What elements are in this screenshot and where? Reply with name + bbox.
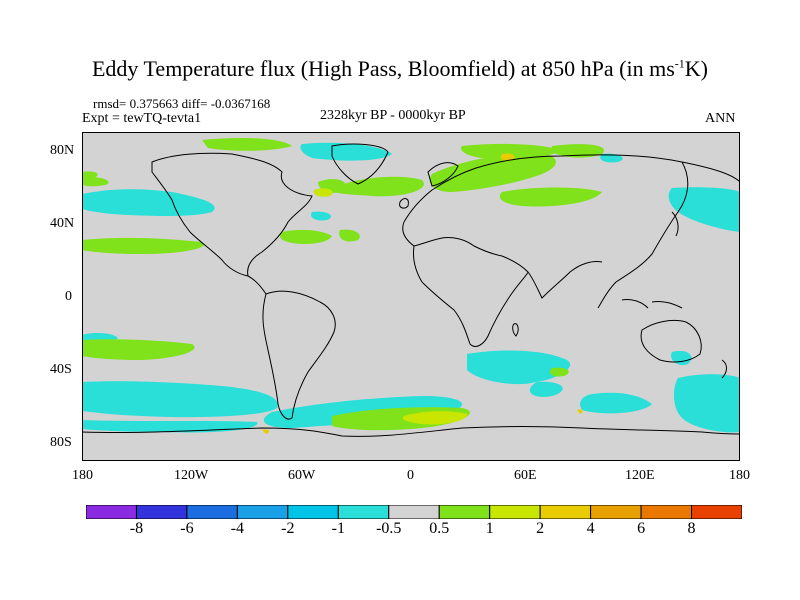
green-anomaly-fields	[82, 138, 604, 431]
colorbar-swatch	[236, 505, 289, 519]
x-tick-180e: 180	[729, 468, 750, 483]
colorbar-tick-label: 8	[687, 520, 696, 537]
map-panel	[82, 132, 740, 461]
x-tick-60w: 60W	[288, 468, 316, 483]
warm-anomaly-cores	[262, 153, 583, 434]
experiment-label: Expt = tewTQ-tevta1	[82, 111, 202, 126]
colorbar-swatch	[86, 505, 137, 519]
stats-line: rmsd= 0.375663 diff= -0.0367168	[93, 96, 271, 111]
plot-title: Eddy Temperature flux (High Pass, Bloomf…	[91, 56, 708, 81]
y-tick-80n: 80N	[50, 143, 75, 158]
colorbar-swatch	[438, 505, 491, 519]
colorbar-swatch	[287, 505, 339, 519]
colorbar-tick-label: -8	[129, 520, 144, 537]
colorbar-tick-label: 1	[485, 520, 494, 537]
colorbar-swatch	[388, 505, 440, 519]
colorbar-tick-label: -1	[331, 520, 345, 537]
colorbar-swatch	[640, 505, 693, 519]
coastlines	[82, 143, 740, 437]
colorbar-tick-label: -2	[281, 520, 295, 537]
cyan-anomaly-fields	[82, 142, 740, 433]
colorbar-swatch	[489, 505, 541, 519]
x-tick-180w: 180	[72, 468, 93, 483]
period-label: 2328kyr BP - 0000kyr BP	[320, 108, 466, 123]
colorbar-swatch	[590, 505, 642, 519]
y-tick-40s: 40S	[50, 362, 72, 377]
x-tick-120w: 120W	[174, 468, 209, 483]
y-tick-80s: 80S	[50, 435, 72, 450]
colorbar-swatch	[691, 505, 742, 519]
colorbar-swatch	[186, 505, 238, 519]
colorbar-tick-label: 6	[637, 520, 646, 537]
map-border	[82, 132, 740, 461]
x-tick-60e: 60E	[514, 468, 537, 483]
colorbar-tick-label: -6	[180, 520, 194, 537]
colorbar-tick-label: -4	[230, 520, 245, 537]
y-tick-0: 0	[65, 289, 72, 304]
colorbar-tick-label: 2	[536, 520, 545, 537]
colorbar-swatch	[135, 505, 188, 519]
colorbar	[86, 505, 742, 519]
colorbar-swatch	[539, 505, 592, 519]
colorbar-tick-label: 0.5	[429, 520, 450, 537]
x-tick-0: 0	[407, 468, 414, 483]
x-tick-120e: 120E	[625, 468, 655, 483]
colorbar-swatch	[337, 505, 390, 519]
colorbar-tick-label: 4	[586, 520, 595, 537]
y-tick-40n: 40N	[50, 216, 75, 231]
colorbar-tick-label: -0.5	[376, 520, 402, 537]
season-label: ANN	[705, 111, 736, 126]
